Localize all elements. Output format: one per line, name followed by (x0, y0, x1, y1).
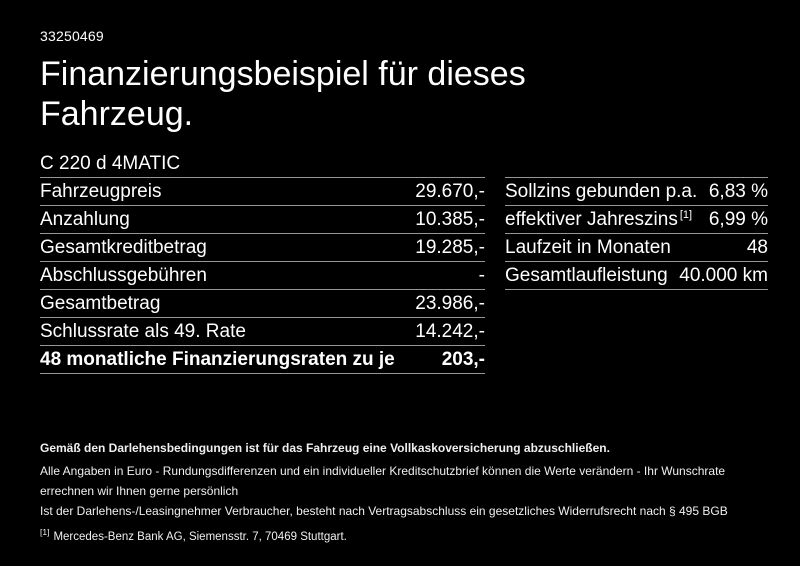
footnote-marker: [1] (679, 208, 693, 221)
row-value: 23.986,- (415, 293, 485, 314)
row-label: Sollzins gebunden p.a. (505, 181, 698, 202)
legal-note: Alle Angaben in Euro - Rundungsdifferenz… (40, 464, 726, 498)
row-value: 6,99 % (708, 209, 768, 230)
row-value: 48 (746, 237, 768, 258)
reference-number: 33250469 (40, 28, 104, 44)
vehicle-model: C 220 d 4MATIC (40, 150, 485, 178)
row-value: 29.670,- (415, 181, 485, 202)
row-value: 14.242,- (415, 321, 485, 342)
table-row: Abschlussgebühren - (40, 262, 485, 290)
conditions-table: Sollzins gebunden p.a. 6,83 % effektiver… (505, 177, 768, 374)
table-row-monthly-rate: 48 monatliche Finanzierungsraten zu je 2… (40, 346, 485, 374)
row-label: Gesamtbetrag (40, 293, 161, 314)
row-value: - (478, 265, 485, 286)
row-value: 203,- (441, 349, 485, 370)
table-gap (485, 150, 505, 374)
row-label: Gesamtlaufleistung (505, 265, 668, 286)
row-label: 48 monatliche Finanzierungsraten zu je (40, 349, 395, 370)
row-label: Fahrzeugpreis (40, 181, 162, 202)
table-row: Laufzeit in Monaten 48 (505, 234, 768, 262)
financing-tables: C 220 d 4MATIC Fahrzeugpreis 29.670,- An… (40, 150, 768, 374)
table-row: Anzahlung 10.385,- (40, 206, 485, 234)
row-value: 10.385,- (415, 209, 485, 230)
legal-note: Ist der Darlehens-/Leasingnehmer Verbrau… (40, 504, 728, 518)
page-title-line-2: Fahrzeug. (40, 95, 194, 133)
page-title: Finanzierungsbeispiel für dieses Fahrzeu… (40, 54, 526, 134)
row-label: effektiver Jahreszins [1] (505, 208, 693, 230)
row-value: 6,83 % (708, 181, 768, 202)
table-row: Gesamtkreditbetrag 19.285,- (40, 234, 485, 262)
insurance-note: Gemäß den Darlehensbedingungen ist für d… (40, 441, 610, 455)
finance-table: C 220 d 4MATIC Fahrzeugpreis 29.670,- An… (40, 150, 485, 374)
table-row: effektiver Jahreszins [1] 6,99 % (505, 206, 768, 234)
footnote-marker: [1] (40, 527, 50, 538)
row-value: 40.000 km (679, 265, 768, 286)
table-row: Gesamtlaufleistung 40.000 km (505, 262, 768, 290)
row-label: Laufzeit in Monaten (505, 237, 671, 258)
row-label: Abschlussgebühren (40, 265, 207, 286)
row-label: Gesamtkreditbetrag (40, 237, 207, 258)
row-label: Anzahlung (40, 209, 130, 230)
bank-footnote-text: Mercedes-Benz Bank AG, Siemensstr. 7, 70… (53, 531, 347, 543)
table-row: Schlussrate als 49. Rate 14.242,- (40, 318, 485, 346)
table-row: Fahrzeugpreis 29.670,- (40, 178, 485, 206)
table-row: Gesamtbetrag 23.986,- (40, 290, 485, 318)
legal-footer: Gemäß den Darlehensbedingungen ist für d… (40, 441, 770, 544)
row-label: Schlussrate als 49. Rate (40, 321, 246, 342)
page-title-line-1: Finanzierungsbeispiel für dieses (40, 55, 526, 93)
table-row: Sollzins gebunden p.a. 6,83 % (505, 178, 768, 206)
row-value: 19.285,- (415, 237, 485, 258)
bank-footnote: [1] Mercedes-Benz Bank AG, Siemensstr. 7,… (40, 527, 770, 544)
